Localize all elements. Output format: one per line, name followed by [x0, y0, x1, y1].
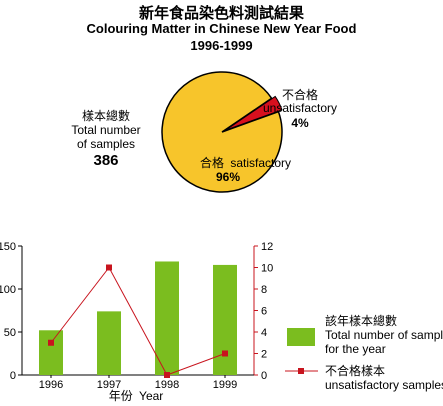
slice-satisfactory-value: 96%: [216, 170, 240, 184]
left-y-tick-label: 50: [4, 327, 16, 339]
legend-line-label-en: unsatisfactory samples: [325, 378, 443, 392]
right-y-tick-label: 0: [261, 370, 267, 382]
x-tick-label-1997: 1997: [97, 379, 121, 391]
right-y-tick-label: 2: [261, 349, 267, 361]
line-marker-1996: [48, 339, 54, 346]
bar-1998: [155, 261, 179, 375]
combo-chart: 0 50 100 150 0 2 4 6 8 10 12 1996 1997 1998 1999: [0, 241, 273, 391]
slice-unsatisfactory-label-zh: 不合格: [282, 87, 318, 102]
unsatisfactory-line: [50, 266, 226, 376]
chart-title-years: 1996-1999: [190, 38, 253, 53]
x-axis-title-zh: 年份: [109, 389, 133, 403]
legend-bar-label-en-1: Total number of samples: [325, 328, 443, 342]
pie-total-label-en-2: of samples: [77, 137, 135, 151]
pie-slice-satisfactory: [161, 71, 283, 193]
legend-line-label-zh: 不合格樣本: [325, 363, 385, 378]
left-y-tick-label: 0: [10, 370, 16, 382]
bar-1999: [213, 264, 237, 375]
slice-satisfactory-label-en: satisfactory: [230, 156, 291, 170]
slice-unsatisfactory-value: 4%: [291, 116, 309, 130]
right-y-tick-label: 12: [261, 241, 273, 253]
legend-bar-label-en-2: for the year: [325, 342, 386, 356]
x-axis-title: 年份 Year: [109, 389, 164, 403]
x-tick-label-1999: 1999: [213, 379, 237, 391]
chart-title-chinese: 新年食品染色料測試結果: [138, 4, 304, 22]
x-axis-title-en: Year: [139, 389, 163, 403]
right-y-tick-label: 8: [261, 284, 267, 296]
pie-total-label-en-1: Total number: [71, 123, 140, 137]
pie-slice-unsatisfactory: [225, 95, 283, 131]
x-tick-label-1998: 1998: [155, 379, 179, 391]
line-marker-1997: [106, 264, 112, 271]
legend-bar-swatch: [287, 328, 315, 346]
slice-unsatisfactory-label-en: unsatisfactory: [263, 101, 337, 115]
pie-total-label-zh: 樣本總數: [82, 108, 130, 123]
pie-total-value: 386: [93, 152, 118, 169]
left-y-tick-label: 100: [0, 284, 16, 296]
legend-line-marker: [298, 368, 304, 374]
pie-chart: [161, 71, 283, 193]
x-tick-label-1996: 1996: [39, 379, 63, 391]
slice-satisfactory-label: 合格 satisfactory: [200, 155, 291, 170]
line-marker-1998: [164, 372, 170, 378]
right-y-tick-label: 6: [261, 306, 267, 318]
slice-satisfactory-label-zh: 合格: [200, 155, 224, 170]
left-y-tick-label: 150: [0, 241, 16, 253]
line-marker-1999: [222, 350, 228, 357]
bar-1997: [97, 311, 121, 375]
right-y-tick-label: 4: [261, 327, 267, 339]
legend-bar-label-zh: 該年樣本總數: [325, 313, 397, 328]
bar-1996: [39, 330, 63, 375]
chart-title-english: Colouring Matter in Chinese New Year Foo…: [86, 21, 357, 36]
right-y-tick-label: 10: [261, 263, 273, 275]
